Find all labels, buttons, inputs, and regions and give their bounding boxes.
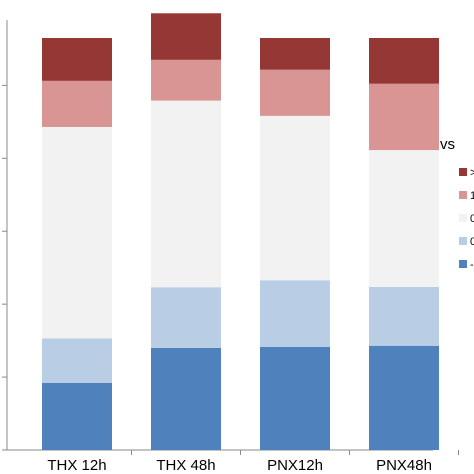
bar-segment bbox=[42, 80, 112, 127]
bar-segment bbox=[369, 150, 439, 287]
y-axis-ticks bbox=[2, 84, 459, 455]
category-label: PNX12h bbox=[267, 457, 323, 474]
bar-segment bbox=[151, 13, 221, 60]
bar-segment bbox=[151, 347, 221, 450]
category-labels: THX 12h THX 48h PNX12h PNX48h bbox=[47, 457, 432, 474]
legend-swatch bbox=[459, 237, 467, 245]
legend-label: 1 bbox=[470, 190, 474, 202]
bar-segment bbox=[260, 69, 330, 116]
legend-swatch bbox=[459, 191, 467, 199]
bar-segment bbox=[369, 345, 439, 450]
legend-title: vs bbox=[440, 136, 455, 153]
bar-segment bbox=[42, 126, 112, 339]
bar-segment bbox=[260, 115, 330, 281]
bar-segment bbox=[151, 100, 221, 288]
bar-segment bbox=[369, 286, 439, 346]
legend-label: - bbox=[470, 259, 474, 271]
bars bbox=[42, 13, 439, 450]
bar-segment bbox=[260, 347, 330, 450]
legend-label: 0 bbox=[470, 213, 474, 225]
bar-segment bbox=[151, 59, 221, 101]
category-label: PNX48h bbox=[376, 457, 432, 474]
bar-segment bbox=[260, 38, 330, 70]
legend-swatch bbox=[459, 168, 467, 176]
bar-segment bbox=[42, 38, 112, 81]
bar-segment bbox=[260, 280, 330, 347]
legend-label: 0 bbox=[470, 236, 474, 248]
bar-segment bbox=[151, 287, 221, 348]
category-label: THX 48h bbox=[156, 457, 215, 474]
bar-segment bbox=[42, 382, 112, 450]
legend-swatch bbox=[459, 260, 467, 268]
legend-label: > bbox=[470, 167, 474, 179]
bar-segment bbox=[42, 338, 112, 383]
legend: >1 0 0 - bbox=[459, 167, 474, 271]
legend-swatch bbox=[459, 214, 467, 222]
bar-segment bbox=[369, 38, 439, 84]
bar-segment bbox=[369, 83, 439, 151]
category-label: THX 12h bbox=[47, 457, 106, 474]
